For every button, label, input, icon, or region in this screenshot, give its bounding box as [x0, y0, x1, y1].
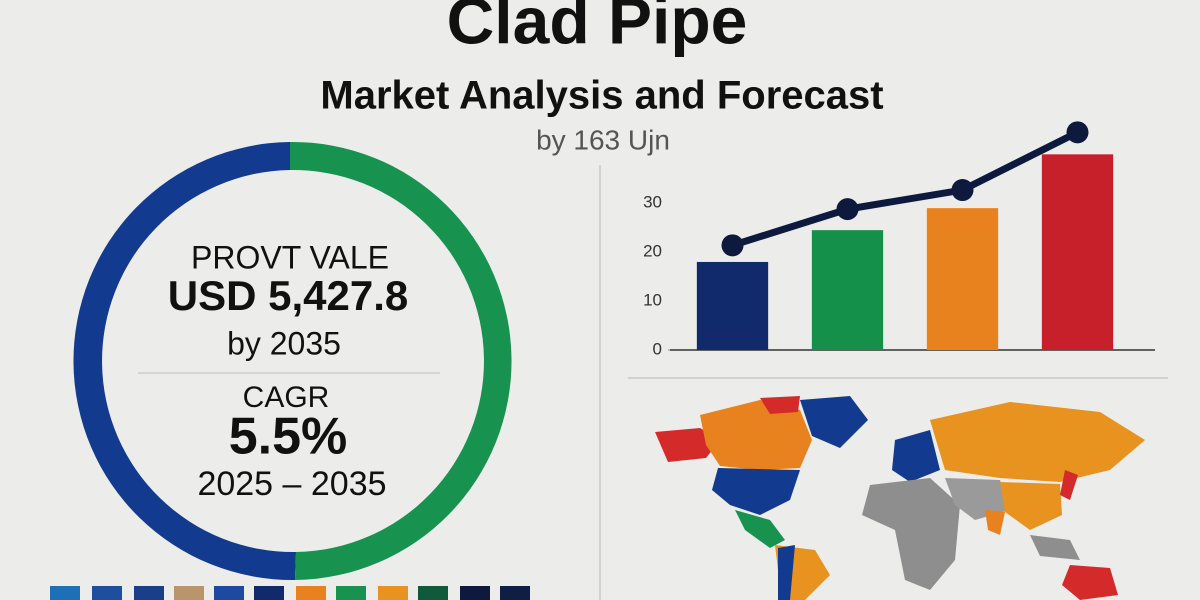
map-region: [760, 396, 800, 414]
map-region: [800, 396, 868, 448]
swatch: [500, 586, 530, 600]
swatch: [378, 586, 408, 600]
bar-line-chart: 0 10 20 30: [643, 121, 1155, 358]
trend-point: [1066, 121, 1089, 144]
map-region: [1000, 482, 1062, 530]
byline: by 163 Ujn: [536, 124, 670, 155]
swatch: [296, 586, 326, 600]
map-region: [655, 428, 720, 462]
value: USD 5,427.8: [168, 272, 408, 319]
y-tick-label: 30: [643, 193, 662, 212]
value-label: PROVT VALE: [191, 239, 389, 275]
cagr: 5.5%: [229, 408, 348, 466]
bar: [1041, 154, 1114, 350]
title: Clad Pipe: [447, 0, 748, 57]
period: 2025 – 2035: [197, 465, 386, 503]
map-region: [1030, 535, 1080, 560]
swatch: [460, 586, 490, 600]
swatch: [214, 586, 244, 600]
bar: [926, 208, 999, 350]
y-tick-label: 0: [653, 339, 662, 358]
swatch-row: [50, 586, 530, 600]
map-region: [1062, 565, 1118, 600]
donut-segment: [290, 141, 512, 581]
map-region: [930, 402, 1145, 482]
trend-point: [951, 179, 974, 202]
donut-segment: [73, 142, 296, 581]
swatch: [50, 586, 80, 600]
swatch: [92, 586, 122, 600]
donut: [73, 141, 512, 581]
y-tick-label: 20: [643, 242, 662, 261]
swatch: [418, 586, 448, 600]
world-map: [655, 396, 1145, 600]
bar: [696, 261, 769, 350]
swatch: [174, 586, 204, 600]
map-region: [945, 478, 1010, 520]
map-region: [700, 400, 812, 470]
trend-point: [836, 198, 859, 221]
map-region: [735, 510, 785, 548]
cagr-label: CAGR: [243, 381, 330, 414]
map-region: [892, 430, 940, 482]
y-tick-label: 10: [643, 291, 662, 310]
map-region: [778, 545, 795, 600]
value-year: by 2035: [227, 325, 341, 361]
map-region: [712, 468, 800, 515]
trend-point: [721, 234, 744, 257]
map-region: [985, 510, 1005, 535]
bar: [811, 230, 884, 350]
swatch: [254, 586, 284, 600]
map-region: [862, 478, 960, 590]
trend-line: [731, 129, 1080, 249]
swatch: [134, 586, 164, 600]
subtitle: Market Analysis and Forecast: [320, 74, 883, 118]
map-region: [1060, 470, 1078, 500]
swatch: [336, 586, 366, 600]
